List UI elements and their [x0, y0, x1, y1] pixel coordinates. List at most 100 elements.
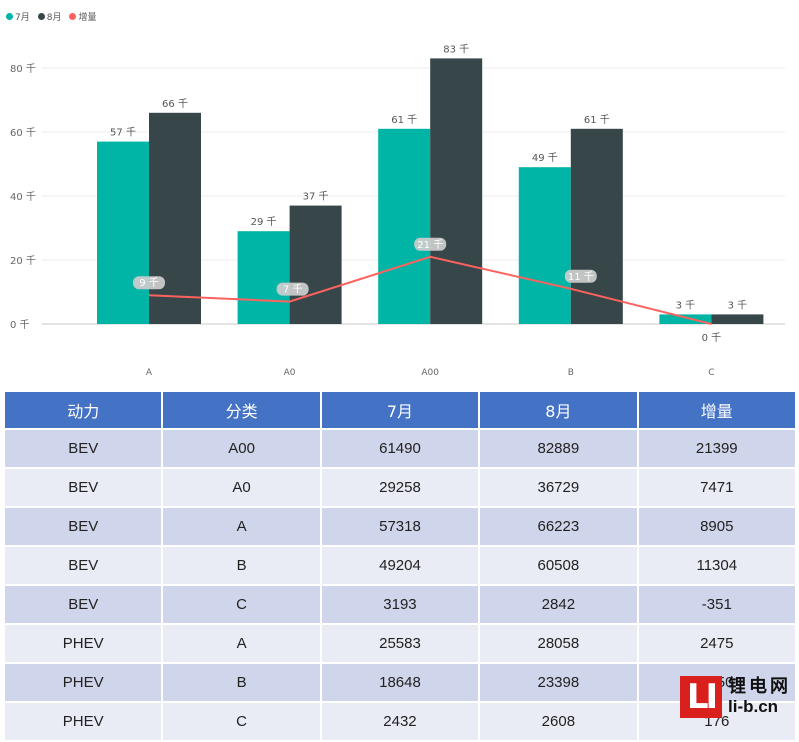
cell-category: B [163, 664, 320, 701]
cell-august: 23398 [480, 664, 637, 701]
x-tick-label: A00 [421, 368, 439, 378]
bar-data-label: 3 千 [676, 299, 696, 311]
x-tick-label: A0 [284, 368, 296, 378]
bar[interactable] [430, 58, 483, 325]
cell-july: 29258 [321, 469, 479, 506]
cell-increment: 7471 [638, 469, 795, 506]
x-tick-label: B [568, 368, 574, 378]
x-tick-label: A [146, 368, 153, 378]
cell-july: 3193 [321, 586, 479, 623]
cell-power: PHEV [5, 664, 162, 701]
table-row: PHEV A 25583 28058 2475 [5, 625, 795, 662]
header-power[interactable]: 动力 [5, 392, 162, 428]
cell-power: BEV [5, 547, 162, 584]
cell-august: 60508 [480, 547, 637, 584]
header-increment[interactable]: 增量 [638, 392, 795, 428]
line-label-bg [414, 237, 447, 251]
cell-increment: 8905 [638, 508, 795, 545]
line-data-label: 9 千 [139, 277, 159, 289]
bar[interactable] [97, 141, 149, 324]
watermark-site-name: 锂电网 [728, 676, 791, 697]
bar-data-label: 61 千 [391, 114, 417, 126]
bar-data-label: 29 千 [251, 216, 277, 228]
legend-item-increment[interactable]: 增量 [69, 10, 96, 23]
legend-label-july: 7月 [15, 13, 30, 23]
bar-data-label: 37 千 [303, 191, 329, 203]
table-row: BEV A00 61490 82889 21399 [5, 430, 795, 467]
y-tick-label: 60 千 [10, 127, 36, 139]
line-data-label: 7 千 [283, 284, 303, 296]
cell-august: 82889 [480, 430, 637, 467]
cell-category: A [163, 508, 320, 545]
cell-increment: -351 [638, 586, 795, 623]
table-header-row: 动力 分类 7月 8月 增量 [5, 392, 795, 428]
legend-item-august[interactable]: 8月 [37, 10, 61, 23]
cell-power: BEV [5, 430, 162, 467]
cell-power: BEV [5, 508, 162, 545]
line-label-bg [133, 276, 165, 290]
watermark-text: 锂电网 li-b.cn [728, 677, 791, 717]
cell-category: A00 [163, 430, 320, 467]
cell-august: 28058 [480, 625, 637, 662]
bar[interactable] [378, 128, 431, 324]
chart-area: 7月 8月 增量 0 千 20 千 40 千 60 千 80 千 57 千 66 千 A 29 … [6, 10, 785, 378]
legend-marker-august [37, 13, 45, 20]
cell-july: 49204 [321, 547, 479, 584]
line-data-label: 11 千 [568, 271, 594, 283]
cell-july: 57318 [321, 508, 479, 545]
cell-power: BEV [5, 469, 162, 506]
table-row: PHEVB18648233984750 [5, 664, 795, 701]
increment-line [148, 255, 712, 325]
watermark-logo: LI [680, 676, 722, 718]
cell-increment: 11304 [638, 547, 795, 584]
table-row: BEV B 49204 60508 11304 [5, 547, 795, 584]
bar[interactable] [711, 314, 764, 324]
bar[interactable] [149, 112, 201, 324]
table-body: BEV A00 61490 82889 21399 BEV A0 29258 36729 7471… [5, 430, 795, 740]
y-tick-label: 20 千 [10, 255, 36, 267]
legend-label-increment: 增量 [78, 13, 97, 23]
cell-power: BEV [5, 586, 162, 623]
cell-increment: 2475 [638, 625, 795, 662]
data-table: 动力 分类 7月 8月 增量 BEV A00 61490 82889 21399 BEV A… [3, 390, 797, 742]
header-july[interactable]: 7月 [321, 392, 479, 428]
bar[interactable] [289, 205, 342, 324]
y-tick-label: 0 千 [10, 319, 30, 331]
bar-data-label: 49 千 [532, 152, 558, 164]
cell-august: 36729 [480, 469, 637, 506]
table-row: BEV A0 29258 36729 7471 [5, 469, 795, 506]
x-tick-label: C [708, 368, 714, 378]
legend-item-july[interactable]: 7月 [6, 10, 30, 23]
header-august[interactable]: 8月 [480, 392, 637, 428]
legend-marker-july [6, 13, 13, 20]
line-data-label: 0 千 [702, 332, 722, 344]
cell-august: 66223 [480, 508, 637, 545]
cell-july: 18648 [321, 664, 479, 701]
line-label-bg [564, 269, 597, 283]
watermark-url: li-b.cn [728, 697, 779, 716]
y-tick-label: 40 千 [10, 191, 36, 203]
table-row: BEV A 57318 66223 8905 [5, 508, 795, 545]
watermark-logo-text: LI [686, 677, 718, 717]
legend-marker-increment [69, 13, 77, 20]
cell-category: C [163, 586, 320, 623]
header-category[interactable]: 分类 [163, 392, 320, 428]
bar[interactable] [237, 231, 290, 324]
bar-line-chart: 0 千 20 千 40 千 60 千 80 千 57 千 66 千 A 29 千 37 千 A0 61… [10, 43, 785, 378]
cell-increment: 21399 [638, 430, 795, 467]
cell-july: 61490 [321, 430, 479, 467]
bar-data-label: 83 千 [443, 43, 469, 55]
bar-data-label: 61 千 [584, 114, 610, 126]
bar[interactable] [518, 167, 571, 324]
watermark: LI 锂电网 li-b.cn [680, 672, 799, 722]
cell-category: B [163, 547, 320, 584]
bar[interactable] [659, 314, 712, 324]
y-tick-label: 80 千 [10, 63, 36, 75]
cell-category: A [163, 625, 320, 662]
line-data-label: 21 千 [417, 239, 443, 251]
bar-data-label: 57 千 [110, 127, 136, 139]
cell-august: 2842 [480, 586, 637, 623]
bar-data-label: 66 千 [162, 98, 188, 110]
table-row: BEV C 3193 2842 -351 [5, 586, 795, 623]
chart-legend: 7月 8月 增量 [6, 10, 96, 23]
